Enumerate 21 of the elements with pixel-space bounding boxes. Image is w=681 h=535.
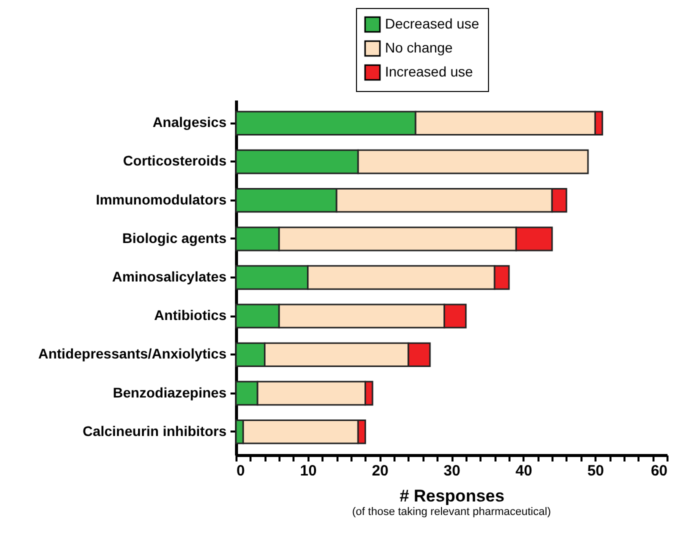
- legend-label: No change: [385, 40, 453, 56]
- y-tick-label: Antibiotics: [154, 307, 227, 324]
- y-tick-label: Immunomodulators: [96, 191, 227, 208]
- legend-label: Decreased use: [385, 16, 480, 32]
- y-tick-label: Biologic agents: [122, 230, 227, 246]
- x-tick-label: 10: [300, 462, 317, 480]
- text: (of those taking relevant pharmaceutical): [352, 506, 551, 518]
- legend-label: Increased use: [385, 64, 474, 80]
- x-axis-title: # Responses: [400, 486, 504, 506]
- y-tick-label: Corticosteroids: [123, 152, 227, 169]
- x-tick-label: 0: [236, 462, 245, 480]
- y-tick-label: Analgesics: [152, 114, 227, 130]
- y-tick-label: Aminosalicylates: [112, 268, 227, 284]
- x-tick-label: 20: [372, 462, 389, 480]
- x-tick-label: 40: [515, 462, 532, 480]
- x-tick-label: 60: [650, 462, 668, 480]
- x-tick-label: 50: [587, 462, 604, 480]
- y-tick-label: Benzodiazepines: [112, 384, 227, 400]
- x-tick-label: 30: [444, 462, 460, 480]
- y-tick-label: Calcineurin inhibitors: [82, 422, 227, 439]
- y-tick-label: Antidepressants/Anxiolytics: [38, 346, 227, 362]
